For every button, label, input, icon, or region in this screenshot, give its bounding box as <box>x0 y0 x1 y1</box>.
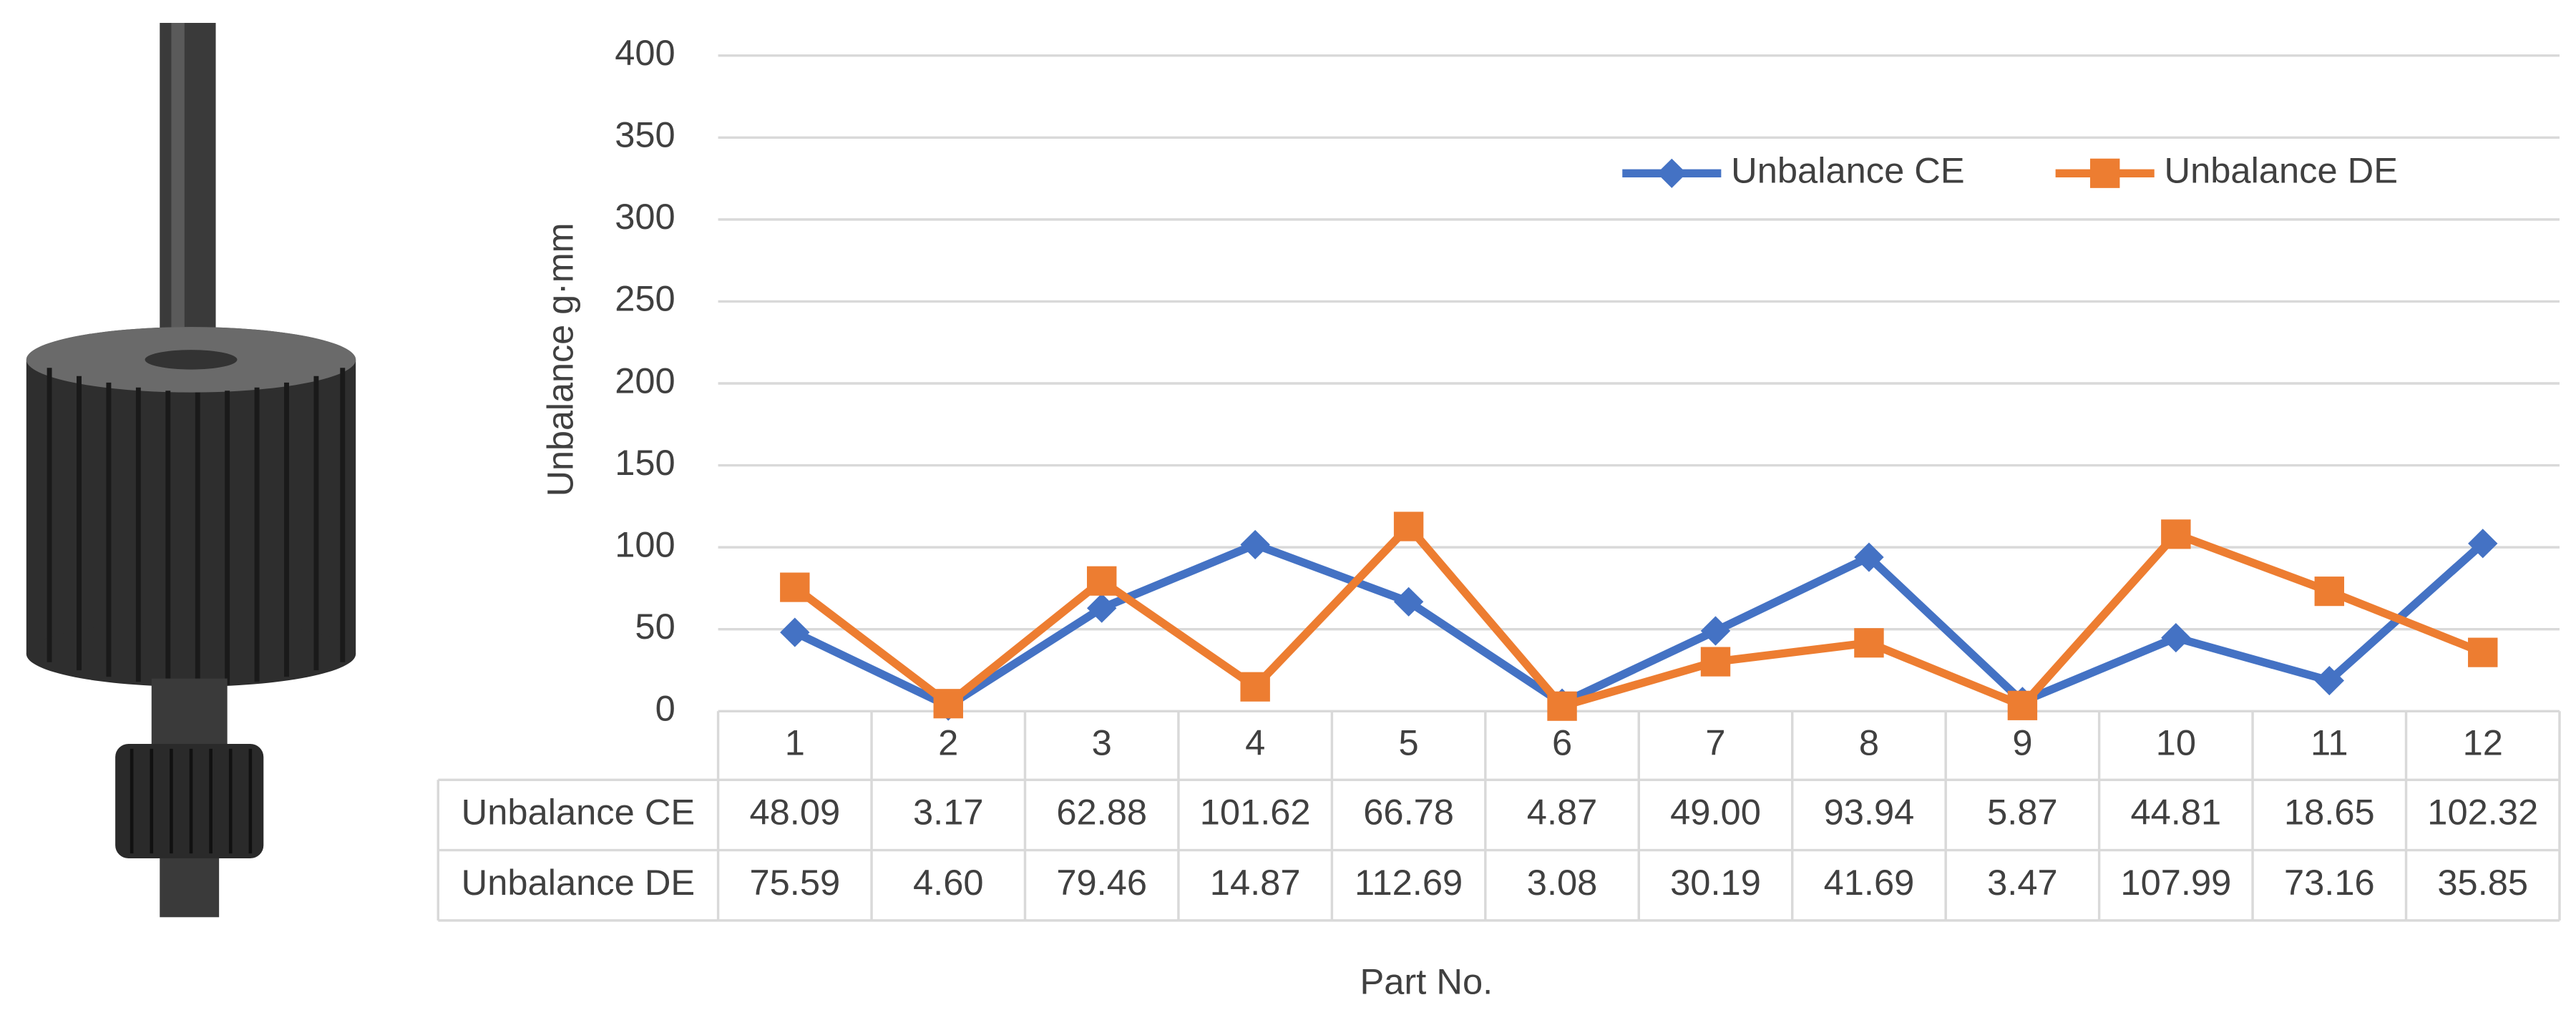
x-tick-label: 10 <box>2156 722 2196 763</box>
x-tick-label: 4 <box>1245 722 1265 763</box>
marker <box>1393 587 1424 617</box>
table-cell: 30.19 <box>1670 862 1761 903</box>
table-cell: 101.62 <box>1200 792 1311 833</box>
x-tick-label: 3 <box>1092 722 1112 763</box>
table-cell: 79.46 <box>1056 862 1147 903</box>
table-cell: 14.87 <box>1210 862 1301 903</box>
y-tick-label: 350 <box>615 114 675 155</box>
marker <box>2468 637 2498 667</box>
marker <box>1657 158 1687 188</box>
table-cell: 3.47 <box>1987 862 2058 903</box>
marker <box>2007 690 2038 720</box>
table-cell: 4.60 <box>913 862 984 903</box>
marker <box>2089 158 2120 188</box>
marker <box>2161 519 2191 549</box>
marker <box>2468 529 2498 559</box>
marker <box>1086 566 1117 596</box>
x-tick-label: 11 <box>2311 722 2348 763</box>
marker <box>780 617 810 647</box>
x-tick-label: 1 <box>785 722 805 763</box>
table-cell: 3.08 <box>1527 862 1598 903</box>
y-tick-label: 150 <box>615 442 675 483</box>
x-tick-label: 5 <box>1399 722 1419 763</box>
table-cell: 75.59 <box>749 862 840 903</box>
table-row-header: Unbalance CE <box>462 792 695 833</box>
table-cell: 62.88 <box>1056 792 1147 833</box>
y-tick-label: 0 <box>655 688 675 729</box>
marker <box>2314 577 2345 607</box>
table-cell: 5.87 <box>1987 792 2058 833</box>
table-cell: 18.65 <box>2284 792 2375 833</box>
table-cell: 4.87 <box>1527 792 1598 833</box>
table-cell: 107.99 <box>2120 862 2231 903</box>
table-cell: 3.17 <box>913 792 984 833</box>
x-tick-label: 6 <box>1552 722 1572 763</box>
table-cell: 112.69 <box>1355 862 1463 903</box>
marker <box>1240 529 1270 560</box>
table-cell: 48.09 <box>749 792 840 833</box>
table-cell: 49.00 <box>1670 792 1761 833</box>
table-cell: 102.32 <box>2427 792 2538 833</box>
y-tick-label: 100 <box>615 524 675 565</box>
marker <box>1700 616 1731 646</box>
x-tick-label: 2 <box>938 722 958 763</box>
marker <box>933 689 963 719</box>
rotor-illustration <box>26 23 356 918</box>
marker <box>2314 665 2345 696</box>
marker <box>1393 511 1424 541</box>
x-axis-label: Part No. <box>1360 961 1493 1001</box>
y-axis-label: Unbalance g·mm <box>540 222 580 496</box>
y-tick-label: 50 <box>635 606 675 647</box>
series-line <box>793 540 2486 710</box>
legend-label: Unbalance DE <box>2165 150 2398 191</box>
table-cell: 35.85 <box>2437 862 2528 903</box>
marker <box>1700 647 1731 677</box>
marker <box>1547 691 1577 721</box>
table-cell: 73.16 <box>2284 862 2375 903</box>
marker <box>1240 672 1270 702</box>
series-line <box>792 522 2484 710</box>
y-tick-label: 300 <box>615 196 675 237</box>
x-tick-label: 12 <box>2463 722 2503 763</box>
table-cell: 44.81 <box>2131 792 2222 833</box>
marker <box>1086 593 1117 623</box>
y-tick-label: 200 <box>615 360 675 401</box>
table-cell: 93.94 <box>1824 792 1915 833</box>
y-tick-label: 400 <box>615 32 675 73</box>
table-cell: 66.78 <box>1363 792 1454 833</box>
marker <box>2161 623 2191 653</box>
legend-label: Unbalance CE <box>1731 150 1964 191</box>
table-cell: 41.69 <box>1824 862 1915 903</box>
y-tick-label: 250 <box>615 278 675 319</box>
x-tick-label: 8 <box>1859 722 1879 763</box>
x-tick-label: 9 <box>2012 722 2032 763</box>
table-row-header: Unbalance DE <box>462 862 695 903</box>
marker <box>1854 628 1884 658</box>
x-tick-label: 7 <box>1705 722 1725 763</box>
marker <box>780 572 810 602</box>
